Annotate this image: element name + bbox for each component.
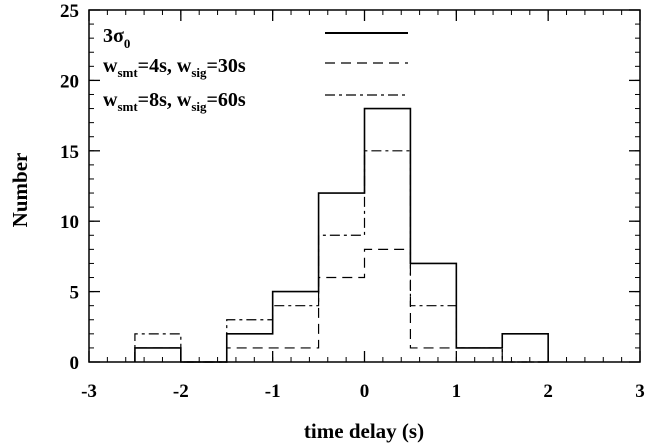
y-tick-label: 0 bbox=[70, 353, 80, 374]
x-tick-label: 0 bbox=[360, 381, 370, 402]
x-tick-label: 2 bbox=[543, 381, 553, 402]
x-tick-label: 1 bbox=[452, 381, 462, 402]
histogram-series-dashed bbox=[135, 249, 548, 362]
y-tick-label: 20 bbox=[60, 71, 79, 92]
y-tick-label: 15 bbox=[60, 142, 79, 163]
y-tick-label: 10 bbox=[60, 212, 79, 233]
y-tick-label: 25 bbox=[60, 1, 79, 22]
legend-label-3sigma0: 3σ0 bbox=[103, 25, 130, 51]
histogram-series-dashdot bbox=[135, 151, 548, 362]
x-tick-label: -2 bbox=[173, 381, 189, 402]
x-axis-title: time delay (s) bbox=[304, 419, 424, 443]
histogram-series-solid bbox=[135, 109, 548, 362]
y-axis-title: Number bbox=[8, 153, 32, 228]
legend-label-wsmt8-wsig60: wsmt=8s, wsig=60s bbox=[103, 89, 246, 114]
x-tick-label: -1 bbox=[265, 381, 281, 402]
y-tick-label: 5 bbox=[70, 283, 80, 304]
x-tick-label: -3 bbox=[81, 381, 97, 402]
x-tick-label: 3 bbox=[635, 381, 645, 402]
legend: 3σ0 wsmt=4s, wsig=30s wsmt=8s, wsig=60s bbox=[103, 25, 408, 114]
legend-label-wsmt4-wsig30: wsmt=4s, wsig=30s bbox=[103, 55, 246, 80]
